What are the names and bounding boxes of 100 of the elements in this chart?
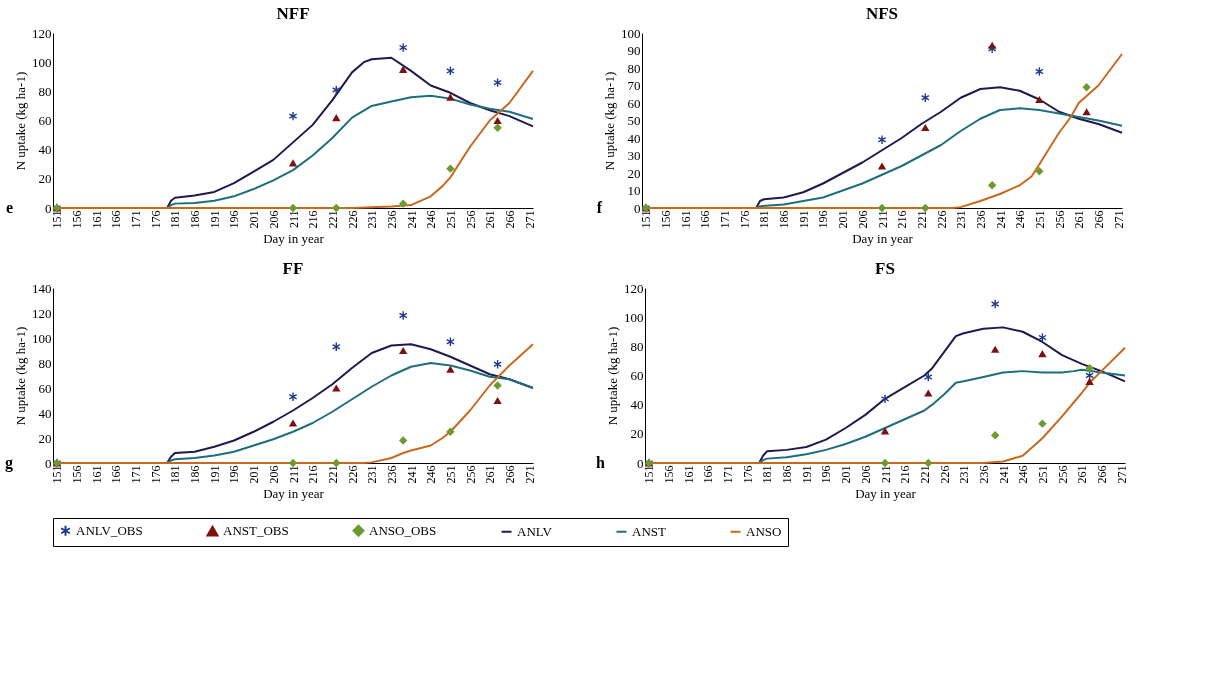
y-tick-label: 120 — [624, 280, 644, 296]
x-tick-label: 166 — [698, 210, 713, 229]
x-tick-label: 236 — [976, 465, 991, 484]
y-tick-label: 30 — [627, 148, 641, 163]
y-tick-label: 0 — [45, 200, 52, 216]
x-tick-label: 246 — [424, 210, 439, 229]
x-tick-label: 256 — [463, 210, 478, 229]
x-tick-label: 186 — [188, 465, 203, 484]
x-tick-label: 216 — [306, 210, 321, 229]
y-tick-label: 80 — [627, 60, 641, 76]
y-tick-label: 10 — [627, 183, 641, 198]
x-tick-label: 256 — [1055, 465, 1070, 484]
x-axis-title: Day in year — [263, 485, 325, 501]
chart-title: FF — [282, 259, 304, 278]
y-tick-label: 70 — [627, 78, 641, 93]
chart-title: FS — [875, 259, 895, 278]
x-tick-label: 236 — [973, 210, 988, 229]
text: h — [596, 454, 606, 471]
x-tick-label: 161 — [681, 465, 696, 484]
y-axis-title: N uptake (kg ha-1) — [602, 71, 617, 171]
x-tick-label: 191 — [207, 210, 222, 229]
legend-label: ANST_OBS — [223, 523, 289, 539]
x-tick-label: 231 — [365, 210, 380, 229]
x-tick-label: 246 — [1016, 465, 1031, 484]
x-tick-label: 271 — [522, 465, 537, 484]
x-tick-label: 176 — [148, 465, 163, 484]
y-tick-label: 20 — [627, 165, 641, 181]
y-tick-label: 120 — [32, 25, 52, 41]
x-tick-label: 241 — [404, 210, 419, 229]
y-tick-label: 100 — [624, 309, 644, 325]
x-tick-label: 266 — [502, 465, 517, 484]
x-tick-label: 241 — [996, 465, 1011, 484]
x-tick-label: 221 — [917, 465, 932, 484]
x-tick-label: 256 — [1052, 210, 1067, 229]
legend-label: ANSO — [746, 523, 782, 539]
y-tick-label: 100 — [32, 330, 52, 346]
text: f — [596, 199, 603, 216]
x-tick-label: 206 — [266, 210, 281, 229]
x-tick-label: 151 — [50, 465, 65, 484]
x-tick-label: 176 — [740, 465, 755, 484]
y-tick-label: 60 — [38, 113, 52, 128]
x-tick-label: 151 — [50, 210, 65, 229]
x-tick-label: 161 — [678, 210, 693, 229]
y-tick-label: 0 — [637, 455, 644, 471]
legend-label: ANLV — [517, 523, 553, 539]
x-tick-label: 241 — [404, 465, 419, 484]
y-tick-label: 90 — [627, 43, 641, 58]
x-tick-label: 261 — [1072, 210, 1087, 229]
x-tick-label: 156 — [70, 465, 85, 484]
x-tick-label: 201 — [247, 465, 262, 484]
x-tick-label: 246 — [424, 465, 439, 484]
y-tick-label: 0 — [45, 455, 52, 471]
x-tick-label: 211 — [286, 210, 301, 229]
y-tick-label: 60 — [38, 380, 52, 396]
x-tick-label: 271 — [1114, 465, 1129, 484]
x-tick-label: 211 — [286, 465, 301, 484]
y-tick-label: 40 — [630, 397, 644, 413]
x-tick-label: 171 — [129, 465, 144, 484]
x-tick-label: 196 — [816, 210, 831, 229]
x-tick-label: 226 — [937, 465, 952, 484]
x-tick-label: 231 — [957, 465, 972, 484]
x-tick-label: 211 — [878, 465, 893, 484]
x-tick-label: 191 — [799, 465, 814, 484]
x-tick-label: 186 — [777, 210, 792, 229]
x-tick-label: 221 — [325, 210, 340, 229]
x-tick-label: 161 — [89, 210, 104, 229]
x-tick-label: 251 — [443, 465, 458, 484]
x-tick-label: 251 — [1035, 465, 1050, 484]
x-tick-label: 246 — [1013, 210, 1028, 229]
y-tick-label: 50 — [627, 113, 641, 128]
x-tick-label: 261 — [483, 210, 498, 229]
x-tick-label: 166 — [701, 465, 716, 484]
y-tick-label: 20 — [630, 426, 644, 442]
x-tick-label: 201 — [839, 465, 854, 484]
x-tick-label: 186 — [188, 210, 203, 229]
x-tick-label: 226 — [345, 210, 360, 229]
y-tick-label: 100 — [32, 54, 52, 70]
x-tick-label: 251 — [443, 210, 458, 229]
chart-title: NFF — [276, 4, 310, 23]
x-tick-label: 206 — [855, 210, 870, 229]
x-tick-label: 156 — [70, 210, 85, 229]
x-tick-label: 216 — [898, 465, 913, 484]
x-tick-label: 156 — [662, 465, 677, 484]
x-tick-label: 241 — [993, 210, 1008, 229]
x-tick-label: 196 — [819, 465, 834, 484]
text: e — [5, 199, 13, 216]
x-tick-label: 191 — [796, 210, 811, 229]
x-tick-label: 206 — [858, 465, 873, 484]
x-tick-label: 261 — [1075, 465, 1090, 484]
x-tick-label: 166 — [109, 210, 124, 229]
x-tick-label: 196 — [227, 465, 242, 484]
y-tick-label: 20 — [38, 430, 52, 446]
x-tick-label: 206 — [266, 465, 281, 484]
chart-title: NFS — [865, 4, 899, 23]
y-tick-label: 60 — [630, 368, 644, 383]
y-axis-title: N uptake (kg ha-1) — [605, 326, 620, 426]
y-tick-label: 120 — [32, 305, 52, 321]
x-tick-label: 181 — [168, 210, 183, 229]
x-tick-label: 176 — [737, 210, 752, 229]
y-axis-title: N uptake (kg ha-1) — [13, 71, 28, 171]
